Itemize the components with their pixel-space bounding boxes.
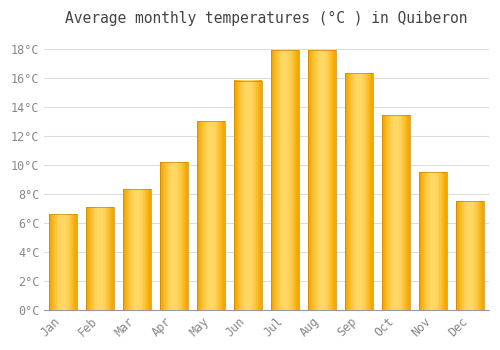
Bar: [346, 74, 373, 310]
Bar: [420, 172, 447, 310]
Title: Average monthly temperatures (°C ) in Quiberon: Average monthly temperatures (°C ) in Qu…: [66, 11, 468, 26]
Bar: [308, 50, 336, 310]
Bar: [160, 162, 188, 310]
Bar: [86, 207, 114, 310]
Bar: [456, 201, 484, 310]
Bar: [382, 116, 410, 310]
Bar: [234, 80, 262, 310]
Bar: [272, 50, 299, 310]
Bar: [49, 214, 77, 310]
Bar: [197, 121, 225, 310]
Bar: [123, 189, 151, 310]
